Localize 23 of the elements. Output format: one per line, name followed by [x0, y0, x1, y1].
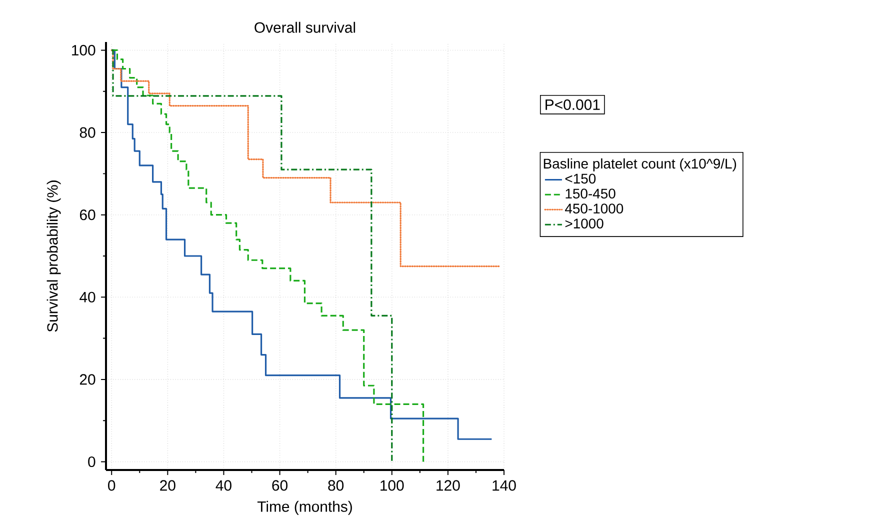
- y-tick-label: 40: [80, 292, 96, 302]
- y-tick-label: 80: [80, 127, 96, 138]
- x-tick-label: 40: [216, 480, 232, 491]
- x-tick-label: 60: [272, 480, 288, 491]
- legend-label: <150: [565, 174, 596, 184]
- x-tick-label: 0: [108, 480, 116, 491]
- legend-title: Basline platelet count (x10^9/L): [544, 158, 736, 172]
- y-tick-label: 20: [80, 374, 96, 385]
- legend-label: 150-450: [566, 188, 616, 199]
- y-tick-label: 60: [80, 210, 96, 220]
- x-tick-label: 100: [380, 480, 404, 491]
- y-tick-label: 100: [72, 44, 96, 56]
- x-tick-label: 140: [492, 480, 516, 491]
- x-axis-title: Time (months): [257, 500, 352, 515]
- y-tick-label: 0: [88, 456, 96, 468]
- chart-title: Overall survival: [254, 22, 356, 33]
- legend-label: >1000: [565, 218, 604, 228]
- legend-label: 450-1000: [565, 204, 624, 214]
- x-tick-label: 20: [160, 480, 176, 491]
- x-tick-label: 120: [436, 480, 460, 491]
- text: P<0.001: [546, 99, 600, 110]
- y-axis-title: Survival probability (%): [46, 180, 61, 332]
- x-tick-label: 80: [328, 480, 344, 491]
